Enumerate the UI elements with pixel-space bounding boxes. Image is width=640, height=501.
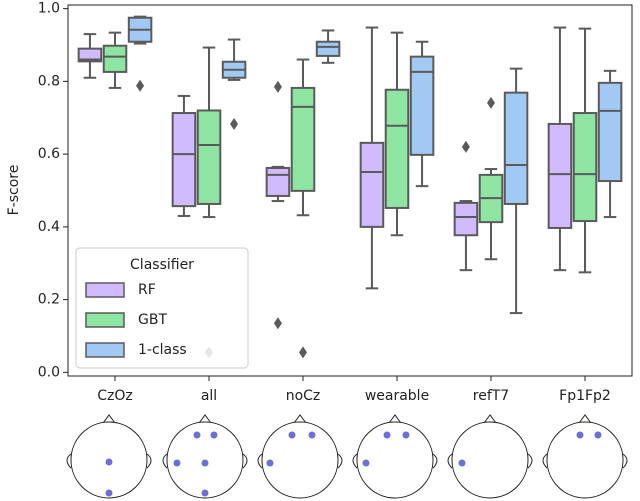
head — [66, 414, 152, 499]
box — [196, 109, 222, 205]
box-group — [77, 33, 103, 79]
box-group — [478, 96, 504, 261]
legend-swatch — [85, 312, 125, 328]
y-tick-label: 1.0 — [38, 1, 60, 17]
head — [542, 414, 628, 499]
outlier — [299, 346, 307, 359]
box-group — [171, 94, 197, 217]
box-group — [453, 140, 479, 272]
box — [572, 112, 598, 223]
box-group — [127, 15, 153, 92]
box — [102, 44, 128, 73]
box-group — [359, 26, 385, 290]
box-group — [265, 80, 291, 330]
box — [359, 141, 385, 228]
y-axis-label: F-score — [6, 165, 22, 216]
y-tick-label: 0.2 — [38, 292, 60, 308]
legend-label: GBT — [138, 312, 167, 328]
box-group — [384, 31, 410, 237]
box-group — [315, 29, 341, 64]
box — [290, 86, 316, 192]
box — [547, 122, 573, 229]
box-group — [221, 38, 247, 130]
head-diagrams — [66, 414, 628, 499]
x-tick-label: all — [201, 388, 217, 404]
box-group — [547, 26, 573, 272]
box — [384, 88, 410, 209]
box-group — [503, 67, 529, 315]
box — [265, 166, 291, 197]
box-group — [102, 31, 128, 89]
legend-title: Classifier — [130, 257, 194, 273]
outlier — [461, 140, 470, 153]
box-group — [409, 40, 435, 188]
x-tick-label: Fp1Fp2 — [559, 388, 611, 404]
y-tick-label: 0.8 — [38, 73, 60, 89]
box-group — [572, 27, 598, 274]
legend-swatch — [85, 342, 125, 358]
box-group — [196, 46, 222, 359]
legend: Classifier RF GBT 1-class — [75, 247, 249, 369]
outlier — [273, 317, 282, 330]
x-tick-label: refT7 — [473, 388, 509, 404]
box — [597, 81, 623, 183]
legend-swatch — [85, 282, 125, 298]
legend-label: RF — [138, 282, 156, 298]
outlier — [136, 79, 145, 92]
box — [315, 40, 341, 57]
head — [162, 414, 248, 499]
x-tick-label: CzOz — [97, 388, 133, 404]
outlier — [487, 96, 495, 109]
box — [77, 47, 103, 63]
box — [503, 91, 529, 205]
outlier — [230, 117, 239, 130]
head — [352, 414, 438, 499]
box-group — [597, 69, 623, 219]
legend-label: 1-class — [138, 342, 187, 358]
box — [453, 201, 479, 237]
head — [447, 414, 533, 499]
y-tick-label: 0.6 — [38, 146, 60, 162]
y-tick-label: 0.4 — [38, 219, 60, 235]
outlier — [273, 80, 282, 93]
box — [409, 55, 435, 156]
box — [171, 112, 197, 208]
head — [257, 414, 343, 499]
legend-frame — [75, 247, 249, 369]
x-tick-label: wearable — [365, 388, 429, 404]
y-tick-label: 0.0 — [38, 364, 60, 380]
box-group — [290, 58, 316, 359]
plot-frame — [67, 4, 633, 377]
x-tick-label: noCz — [286, 388, 321, 404]
